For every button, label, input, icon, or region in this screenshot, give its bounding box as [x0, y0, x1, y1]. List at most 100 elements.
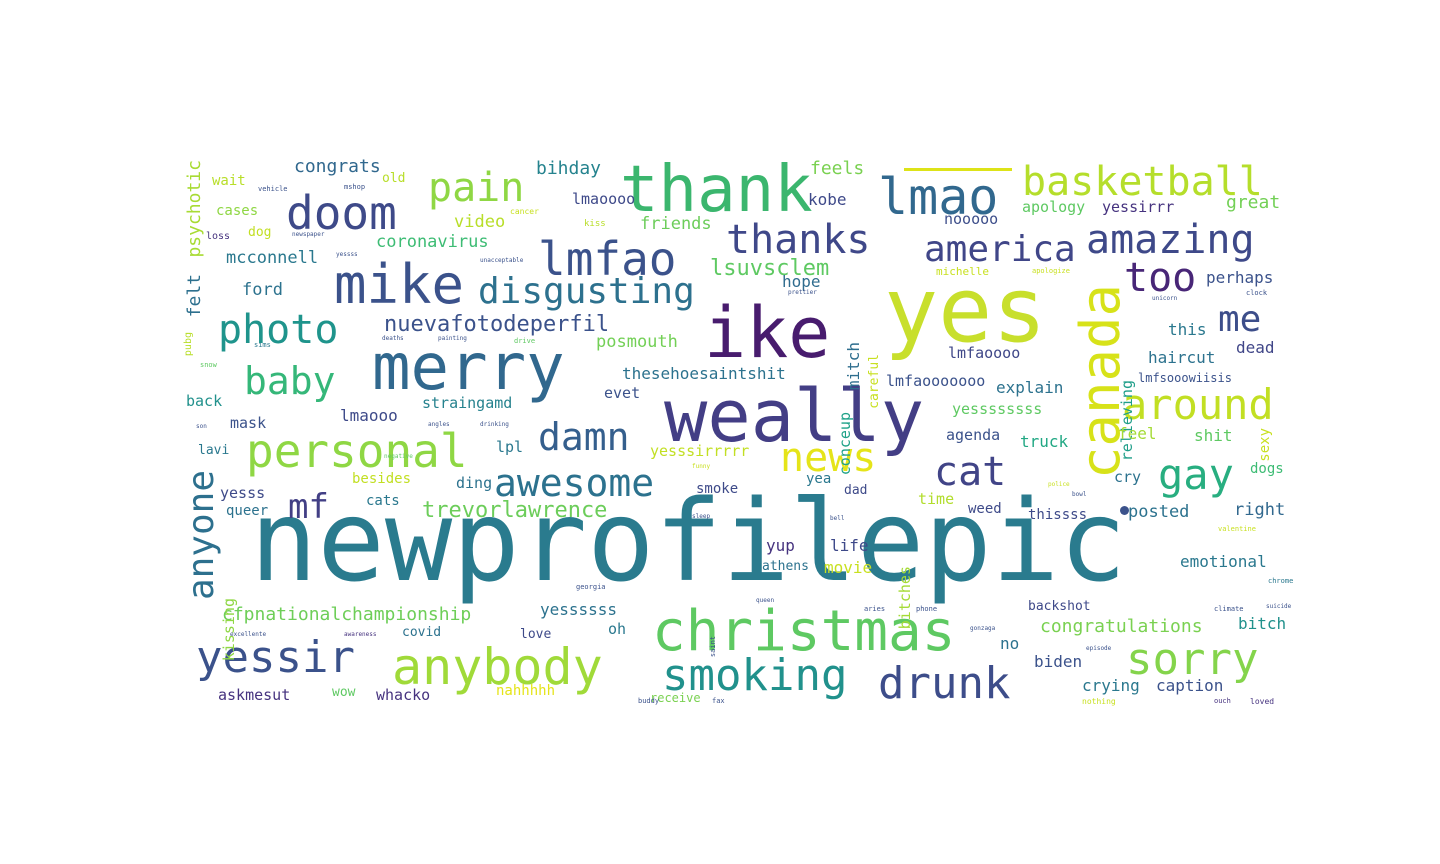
word: mshop: [344, 183, 366, 191]
word: aries: [864, 605, 886, 613]
word: me: [1218, 299, 1262, 340]
word: mask: [230, 414, 267, 432]
word: lmfsooowiisis: [1138, 371, 1232, 385]
word: cat: [934, 449, 1007, 495]
word: coronavirus: [376, 232, 489, 252]
word: smoking: [662, 650, 848, 701]
word: mf: [288, 487, 329, 527]
word: police: [1048, 481, 1070, 488]
word: kissing: [220, 598, 238, 662]
word: apologize: [1032, 267, 1070, 275]
word: chrome: [1268, 577, 1294, 585]
word: time: [918, 490, 955, 508]
word: anyone: [181, 470, 222, 601]
word: bihday: [536, 158, 602, 179]
word: painting: [438, 335, 467, 342]
word: christmas: [652, 599, 956, 664]
word: mike: [334, 253, 465, 316]
word: son: [196, 423, 207, 430]
word: loved: [1250, 697, 1275, 706]
word: nahhhhh: [496, 683, 556, 699]
word: emotional: [1180, 552, 1267, 571]
word: shit: [1194, 426, 1233, 445]
word: old: [382, 171, 406, 186]
word: buddy: [638, 697, 660, 705]
word: gay: [1158, 450, 1234, 499]
word: yesss: [220, 484, 266, 502]
dot-mark: [1120, 506, 1129, 515]
word: dad: [844, 483, 868, 498]
word: crying: [1082, 676, 1140, 695]
word: ford: [242, 280, 283, 300]
word: nothing: [1082, 697, 1116, 706]
word: thank: [620, 153, 813, 227]
word: lmaoooo: [572, 190, 636, 208]
word: hope: [782, 272, 821, 291]
word: newspaper: [292, 231, 325, 238]
word: around: [1122, 380, 1274, 429]
word: love: [520, 627, 552, 642]
word: lmfao: [538, 232, 677, 286]
word: angles: [428, 421, 450, 428]
word: thanks: [726, 217, 871, 263]
word: trevorlawrence: [422, 498, 608, 523]
word: mitch: [844, 342, 863, 391]
word: gonzaga: [970, 625, 996, 632]
word: sexy: [1257, 428, 1273, 462]
word: bitches: [896, 566, 914, 630]
word: wow: [332, 685, 356, 700]
word: drinking: [480, 421, 509, 428]
word: queer: [226, 503, 269, 519]
word: basketball: [1022, 159, 1263, 205]
word: feels: [810, 158, 865, 179]
word: sims: [254, 341, 271, 349]
word: besides: [352, 471, 412, 487]
word: pain: [428, 165, 525, 211]
word: disgusting: [478, 271, 695, 312]
word: haircut: [1148, 348, 1216, 367]
word: michelle: [936, 265, 989, 278]
word: ouch: [1214, 697, 1231, 705]
word: psychotic: [184, 160, 205, 258]
word: damn: [538, 415, 630, 459]
word: this: [1168, 320, 1207, 339]
word: nooooo: [944, 210, 999, 228]
underline-mark: [904, 168, 1012, 171]
word: unacceptable: [480, 257, 524, 264]
word: agenda: [946, 426, 1001, 444]
word: oh: [608, 620, 627, 638]
word: yesssirrrrr: [650, 442, 750, 460]
word: news: [780, 435, 877, 481]
word: back: [186, 392, 223, 410]
word: ding: [456, 474, 493, 492]
word: covid: [402, 625, 442, 640]
word: climate: [1214, 605, 1244, 613]
word: lmaooo: [340, 406, 398, 425]
word: negative: [384, 453, 413, 460]
word: yessssssss: [952, 400, 1043, 418]
word: georgia: [576, 583, 606, 591]
word: lsuvsclem: [710, 256, 830, 281]
word: funny: [692, 463, 711, 470]
word: yessssss: [540, 600, 618, 619]
word: personal: [246, 424, 468, 478]
word: wait: [212, 173, 246, 189]
word: yes: [884, 258, 1047, 363]
word: drive: [514, 337, 536, 345]
word: congrats: [294, 156, 381, 177]
word: amazing: [1086, 217, 1255, 263]
word: excellente: [230, 631, 267, 638]
word: thesehoesaintshit: [622, 364, 786, 383]
word: kobe: [808, 190, 847, 209]
word: biden: [1034, 652, 1083, 671]
word: kiss: [584, 219, 606, 229]
word: cats: [366, 493, 400, 509]
word: phone: [916, 605, 938, 613]
word: relieving: [1118, 380, 1136, 462]
word: friends: [640, 214, 712, 234]
word: suicide: [1266, 603, 1292, 610]
word: straingamd: [422, 394, 513, 412]
word: cfpnationalchampionship: [222, 604, 472, 625]
word: merry: [372, 331, 565, 405]
